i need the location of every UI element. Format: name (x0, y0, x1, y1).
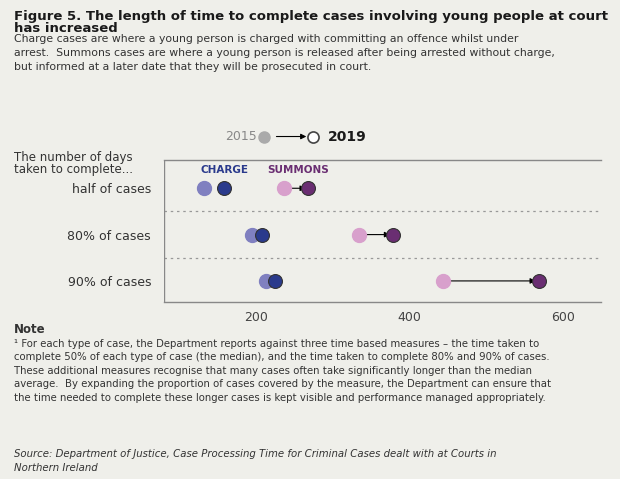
Text: Charge cases are where a young person is charged with committing an offence whil: Charge cases are where a young person is… (14, 34, 554, 72)
Text: SUMMONS: SUMMONS (267, 165, 329, 175)
Text: Note: Note (14, 323, 45, 336)
Text: Figure 5. The length of time to complete cases involving young people at court: Figure 5. The length of time to complete… (14, 10, 608, 23)
Text: 2019: 2019 (328, 129, 367, 144)
Text: CHARGE: CHARGE (200, 165, 248, 175)
Text: ¹ For each type of case, the Department reports against three time based measure: ¹ For each type of case, the Department … (14, 339, 551, 403)
Text: has increased: has increased (14, 22, 117, 34)
Text: Source: Department of Justice, Case Processing Time for Criminal Cases dealt wit: Source: Department of Justice, Case Proc… (14, 449, 496, 473)
Text: taken to complete...: taken to complete... (14, 163, 133, 176)
Text: 2015: 2015 (226, 130, 257, 143)
Text: The number of days: The number of days (14, 151, 132, 164)
